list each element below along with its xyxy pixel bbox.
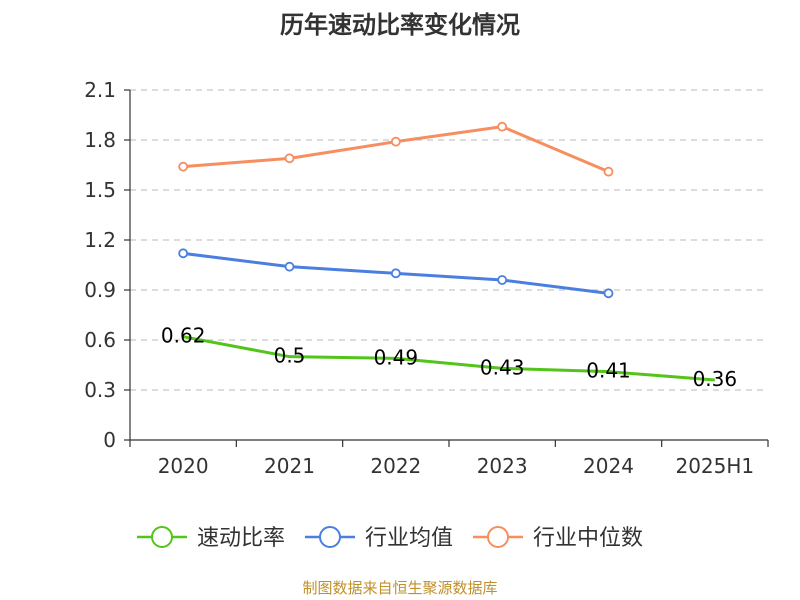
data-point [603,166,614,177]
y-tick-label: 2.1 [84,78,116,102]
series-line [182,335,715,382]
chart-title: 历年速动比率变化情况 [280,11,520,39]
y-tick-label: 0.9 [84,278,116,302]
x-tick-label: 2020 [158,454,209,478]
source-note: 制图数据来自恒生聚源数据库 [302,579,497,597]
y-tick-label: 1.8 [84,128,116,152]
legend-item[interactable]: 速动比率 [137,526,285,551]
y-tick-label: 0.6 [84,328,116,352]
x-tick-label: 2024 [583,454,634,478]
data-point [284,153,295,164]
y-tick-label: 1.5 [84,178,116,202]
legend-item[interactable]: 行业中位数 [473,526,643,551]
series [178,121,715,382]
legend-swatch-marker [319,526,341,548]
x-tick-label: 2021 [264,454,315,478]
axes: 0 0.3 0.6 0.9 1.2 1.5 1.8 2.1 2020 2021 2022 2023 20… [84,78,769,478]
legend-item[interactable]: 行业均值 [305,526,453,551]
data-label: 0.36 [693,367,738,391]
data-label: 0.49 [374,345,419,369]
data-point [390,268,401,279]
y-tick-label: 0.3 [84,378,116,402]
y-tick-label: 1.2 [84,228,116,252]
data-point [390,136,401,147]
data-point [178,248,189,259]
x-tick-label: 2022 [370,454,421,478]
legend-label: 行业均值 [365,526,453,551]
legend-label: 速动比率 [197,526,285,551]
y-tick-label: 0 [103,428,116,452]
data-point [497,275,508,285]
x-tick-label: 2023 [477,454,528,478]
data-point [178,161,189,172]
legend-swatch-marker [151,526,173,548]
x-tick-label: 2025H1 [675,454,754,478]
data-label: 0.41 [586,359,631,383]
series-line [183,125,610,174]
legend[interactable]: 速动比率 行业均值 行业中位数 [137,526,643,551]
data-label: 0.43 [480,355,525,379]
data-point [284,261,295,272]
legend-swatch-marker [487,526,509,548]
grid [130,89,768,391]
data-point [497,121,508,132]
data-labels: 0.62 0.5 0.49 0.43 0.41 0.36 [161,324,737,391]
data-point [603,288,614,299]
legend-label: 行业中位数 [533,526,643,551]
data-label: 0.62 [161,324,206,348]
data-label: 0.5 [274,344,306,368]
